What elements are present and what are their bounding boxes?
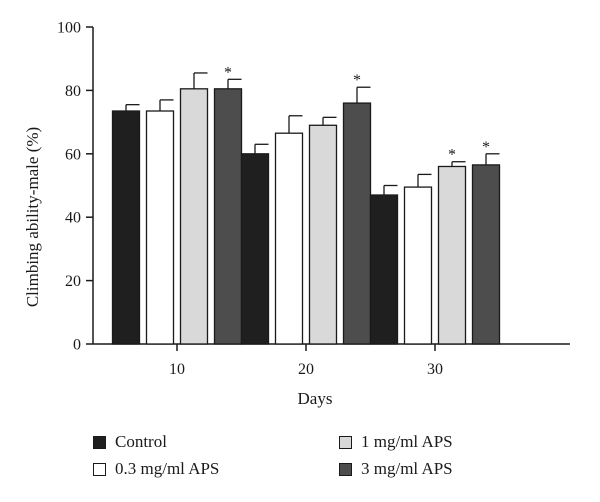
bar: [213, 88, 243, 345]
y-axis-title: Climbing ability-male (%): [23, 127, 42, 307]
x-axis: 10 20 30: [93, 343, 570, 378]
y-axis: 0 20 40 60 80 100: [57, 20, 94, 354]
significance-marker: *: [448, 147, 456, 164]
significance-marker: *: [224, 64, 232, 81]
x-tick-label: 20: [298, 361, 314, 378]
bar: [308, 124, 338, 345]
x-tick-label: 30: [427, 361, 443, 378]
y-tick-label: 60: [65, 146, 81, 163]
bar: [240, 153, 270, 345]
bars: * * * *: [111, 64, 501, 345]
bar: [369, 194, 399, 345]
bar: [145, 110, 175, 345]
significance-marker: *: [482, 139, 490, 156]
x-tick-label: 10: [169, 361, 185, 378]
y-tick-label: 20: [65, 273, 81, 290]
y-tick-label: 80: [65, 83, 81, 100]
x-axis-title: Days: [298, 389, 333, 408]
significance-marker: *: [353, 72, 361, 89]
bar: [111, 110, 141, 345]
bar: [342, 102, 372, 345]
y-tick-label: 0: [73, 337, 81, 354]
bar: [437, 165, 467, 345]
y-tick-label: 100: [57, 20, 81, 37]
bar: [179, 88, 209, 345]
bar: [274, 132, 304, 345]
bar: [403, 186, 433, 345]
bar: [471, 164, 501, 345]
y-tick-label: 40: [65, 210, 81, 227]
